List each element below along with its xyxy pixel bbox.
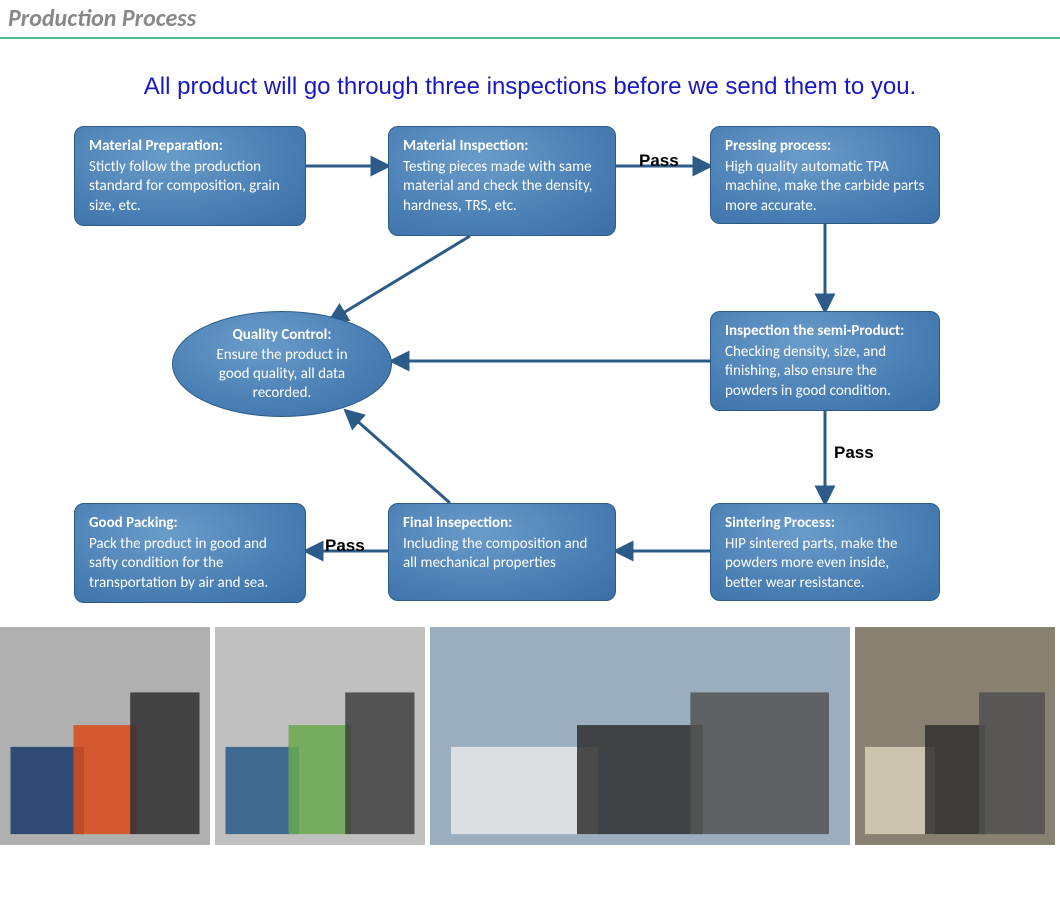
node-title: Good Packing: (89, 514, 291, 533)
flow-node-n1: Material Preparation: Stictly follow the … (74, 126, 306, 226)
edge-label-pass: Pass (834, 443, 874, 463)
node-body: Stictly follow the production standard f… (89, 158, 280, 214)
header-bar: Production Process (0, 0, 1060, 39)
edm-machine-photo (855, 627, 1055, 845)
node-title: Sintering Process: (725, 514, 925, 533)
node-body: Ensure the product in good quality, all … (201, 346, 363, 402)
node-body: HIP sintered parts, make the powders mor… (725, 535, 897, 591)
factory-floor-photo (215, 627, 425, 845)
edge-label-pass: Pass (639, 151, 679, 171)
photo-strip (0, 627, 1060, 845)
flow-node-n2: Material Inspection: Testing pieces made … (388, 126, 616, 236)
node-body: Checking density, size, and finishing, a… (725, 343, 891, 399)
flow-node-n6: Sintering Process: HIP sintered parts, ma… (710, 503, 940, 601)
edge-label-pass: Pass (325, 536, 365, 556)
node-title: Inspection the semi-Product: (725, 322, 925, 341)
node-title: Final insepection: (403, 514, 601, 533)
node-body: Testing pieces made with same material a… (403, 158, 592, 214)
flow-node-n5: Quality Control:Ensure the product in go… (172, 311, 392, 417)
node-body: Including the composition and all mechan… (403, 535, 587, 572)
node-title: Pressing process: (725, 137, 925, 156)
flow-node-n3: Pressing process: High quality automatic … (710, 126, 940, 224)
flow-node-n7: Final insepection: Including the composit… (388, 503, 616, 601)
flow-node-n4: Inspection the semi-Product: Checking den… (710, 311, 940, 411)
node-body: High quality automatic TPA machine, make… (725, 158, 924, 214)
press-machine-photo (0, 627, 210, 845)
subtitle: All product will go through three inspec… (0, 73, 1060, 101)
page-title: Production Process (8, 4, 196, 33)
node-title: Material Inspection: (403, 137, 601, 156)
vacuum-furnace-photo (430, 627, 850, 845)
node-body: Pack the product in good and safty condi… (89, 535, 268, 591)
node-title: Quality Control: (201, 326, 363, 345)
flowchart: Material Preparation: Stictly follow the … (0, 111, 1060, 621)
flow-node-n8: Good Packing: Pack the product in good an… (74, 503, 306, 603)
node-title: Material Preparation: (89, 137, 291, 156)
